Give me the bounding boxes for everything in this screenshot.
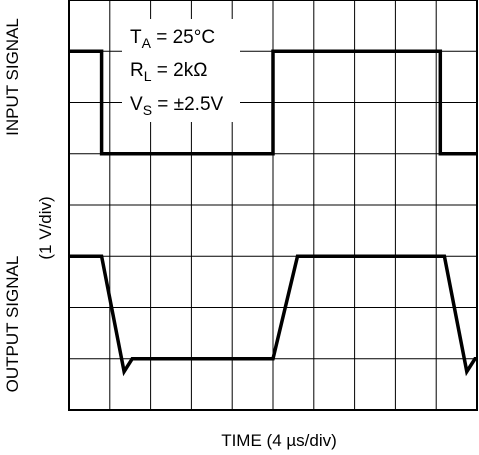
signal-traces [69, 49, 477, 377]
condition-temperature: TA = 25°C [130, 27, 215, 51]
conditions-background [122, 19, 240, 122]
condition-supply: VS = ±2.5V [130, 94, 224, 118]
y-axis-label-input: INPUT SIGNAL [3, 18, 22, 136]
output-signal-trace [69, 254, 477, 377]
y-axis-scale-label: (1 V/div) [36, 196, 55, 259]
y-axis-label-output: OUTPUT SIGNAL [3, 256, 22, 393]
x-axis-label: TIME (4 µs/div) [221, 431, 337, 450]
test-conditions: TA = 25°C RL = 2kΩ VS = ±2.5V [122, 19, 240, 122]
condition-load: RL = 2kΩ [130, 60, 207, 84]
input-signal-trace [69, 49, 477, 156]
plot-area-border [68, 0, 478, 411]
